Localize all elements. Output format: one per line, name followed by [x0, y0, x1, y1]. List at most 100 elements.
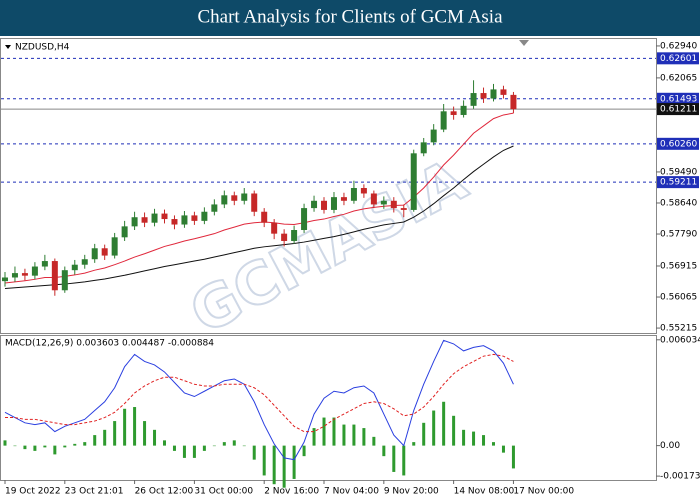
level-tag: [657, 176, 699, 189]
candle-body: [370, 193, 377, 205]
candle-body: [261, 211, 268, 223]
y-tick-label: -0.001738: [660, 472, 700, 482]
candle-body: [490, 89, 497, 99]
histogram-bar: [482, 435, 486, 446]
candle-body: [131, 217, 138, 227]
candle-body: [191, 215, 198, 221]
candle-body: [171, 219, 178, 225]
histogram-bar: [372, 436, 376, 446]
candle-body: [460, 105, 467, 115]
level-label: 0.61493: [660, 94, 697, 104]
histogram-bar: [312, 428, 316, 446]
histogram-bar: [153, 429, 157, 446]
candle-body: [91, 248, 98, 260]
candle-body: [410, 153, 417, 210]
histogram-bar: [501, 445, 505, 453]
histogram-bar: [362, 428, 366, 446]
candle-body: [1, 277, 8, 282]
candle-body: [420, 142, 427, 154]
x-tick-label: 31 Oct 00:00: [194, 487, 253, 497]
candle-body: [111, 237, 118, 256]
histogram-bar: [103, 429, 107, 446]
candle-body: [251, 193, 258, 212]
histogram-bar: [202, 445, 206, 451]
candle-body: [151, 213, 158, 223]
histogram-bar: [13, 445, 17, 447]
candle-body: [500, 89, 507, 95]
candle-body: [311, 200, 318, 209]
x-tick-label: 23 Oct 21:01: [65, 487, 124, 497]
histogram-bar: [242, 445, 246, 447]
histogram-bar: [491, 442, 495, 446]
candle-body: [350, 188, 357, 201]
candle-body: [241, 193, 248, 201]
histogram-bar: [113, 421, 117, 446]
candle-body: [510, 94, 517, 110]
histogram-bar: [163, 440, 167, 446]
candle-body: [271, 222, 278, 234]
candle-body: [141, 217, 148, 223]
histogram-bar: [452, 415, 456, 446]
candle-body: [81, 259, 88, 265]
y-tick-label: 0.00: [660, 441, 680, 451]
histogram-bar: [472, 431, 476, 446]
candle-body: [360, 188, 367, 194]
candle-body: [330, 197, 337, 210]
histogram-bar: [402, 445, 406, 476]
candle-body: [201, 211, 208, 221]
title-bar: [0, 0, 700, 36]
histogram-bar: [342, 424, 346, 446]
candle-body: [101, 248, 108, 256]
indicator-line: [4, 145, 514, 289]
histogram-bar: [23, 445, 27, 450]
histogram-bar: [422, 422, 426, 446]
candle-body: [31, 266, 38, 276]
x-tick-label: 2 Nov 16:00: [264, 487, 319, 497]
indicator-line: [4, 353, 514, 433]
histogram-bar: [322, 417, 326, 446]
candle-body: [281, 233, 288, 241]
candle-body: [480, 93, 487, 99]
macd-label: MACD(12,26,9) 0.003603 0.004487 -0.00088…: [5, 339, 214, 349]
level-tag: [657, 92, 699, 105]
x-tick-label: 26 Oct 12:00: [135, 487, 194, 497]
indicator-line: [4, 112, 514, 284]
watermark: GCMASIA: [179, 146, 477, 347]
candle-body: [430, 129, 437, 143]
candle-body: [231, 195, 238, 201]
histogram-bar: [53, 445, 57, 455]
candle-body: [321, 200, 328, 210]
candle-body: [21, 273, 28, 276]
histogram-bar: [83, 442, 87, 446]
candle-body: [470, 93, 477, 106]
x-tick-label: 19 Oct 2022: [5, 487, 61, 497]
histogram-bar: [252, 445, 256, 460]
y-tick-label: 0.62065: [660, 73, 697, 83]
level-label: 0.62601: [660, 54, 697, 64]
level-label: 0.59211: [660, 178, 697, 188]
histogram-bar: [232, 440, 236, 446]
histogram-bar: [442, 401, 446, 446]
candle-body: [400, 208, 407, 210]
y-tick-label: 0.56915: [660, 261, 697, 271]
histogram-bar: [43, 445, 47, 448]
histogram-bar: [432, 410, 436, 446]
level-tag: [657, 52, 699, 65]
level-label: 0.60260: [660, 139, 697, 149]
x-tick-label: 9 Nov 20:00: [384, 487, 439, 497]
page-title: Chart Analysis for Clients of GCM Asia: [197, 6, 503, 27]
candle-body: [211, 204, 218, 212]
histogram-bar: [182, 445, 186, 458]
candle-body: [291, 230, 298, 241]
histogram-bar: [462, 429, 466, 446]
candle-body: [450, 111, 457, 115]
histogram-bar: [192, 445, 196, 458]
histogram-bar: [511, 445, 515, 469]
histogram-bar: [382, 445, 386, 457]
histogram-bar: [3, 440, 7, 446]
histogram-bar: [302, 445, 306, 457]
histogram-bar: [143, 421, 147, 446]
histogram-bar: [212, 445, 216, 447]
histogram-bar: [33, 445, 37, 451]
